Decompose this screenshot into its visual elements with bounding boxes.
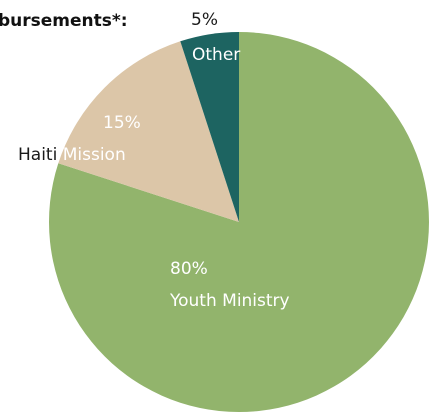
percent-label-youth-ministry: 80% xyxy=(170,259,208,279)
category-label-haiti-mission: Haiti Mission xyxy=(18,145,126,165)
pie-labels: 80% Youth Ministry 15% Haiti Mission 5% Other xyxy=(18,10,290,311)
pie-slices xyxy=(49,32,430,412)
pie-slice-haiti-mission xyxy=(58,41,240,223)
percent-label-haiti-mission: 15% xyxy=(103,113,141,133)
category-label-other: Other xyxy=(192,45,240,65)
pie-slice-other xyxy=(180,32,239,222)
category-label-youth-ministry: Youth Ministry xyxy=(169,291,290,311)
percent-label-other: 5% xyxy=(191,10,218,30)
chart-title: bursements*: xyxy=(0,11,128,31)
